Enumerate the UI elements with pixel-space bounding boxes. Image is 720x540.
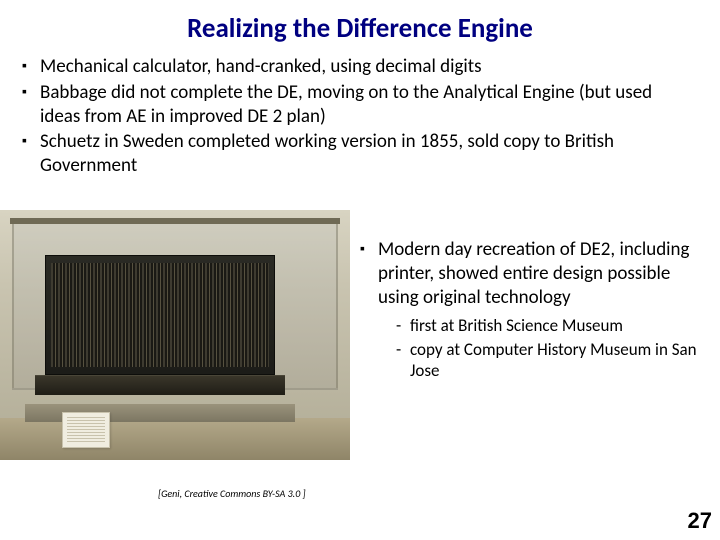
right-column: Modern day recreation of DE2, including … [350, 210, 720, 500]
sub-bullet-item: copy at Computer History Museum in San J… [396, 339, 708, 382]
bullet-item: Mechanical calculator, hand-cranked, usi… [40, 55, 690, 79]
difference-engine-photo [0, 210, 350, 460]
main-bullet-list: Mechanical calculator, hand-cranked, usi… [0, 55, 720, 178]
bullet-item: Babbage did not complete the DE, moving … [40, 81, 690, 129]
sub-bullet-item: first at British Science Museum [396, 315, 708, 336]
sub-bullet-list: first at British Science Museum copy at … [378, 315, 708, 381]
image-credit: [Geni, Creative Commons BY-SA 3.0 ] [158, 487, 306, 500]
bullet-item: Schuetz in Sweden completed working vers… [40, 130, 690, 178]
right-bullet-list: Modern day recreation of DE2, including … [360, 238, 708, 381]
slide-title: Realizing the Difference Engine [0, 0, 720, 55]
page-number: 27 [688, 508, 712, 534]
bullet-item: Modern day recreation of DE2, including … [360, 238, 708, 381]
bullet-text: Modern day recreation of DE2, including … [378, 238, 689, 309]
lower-row: Modern day recreation of DE2, including … [0, 210, 720, 500]
photo-container [0, 210, 350, 470]
